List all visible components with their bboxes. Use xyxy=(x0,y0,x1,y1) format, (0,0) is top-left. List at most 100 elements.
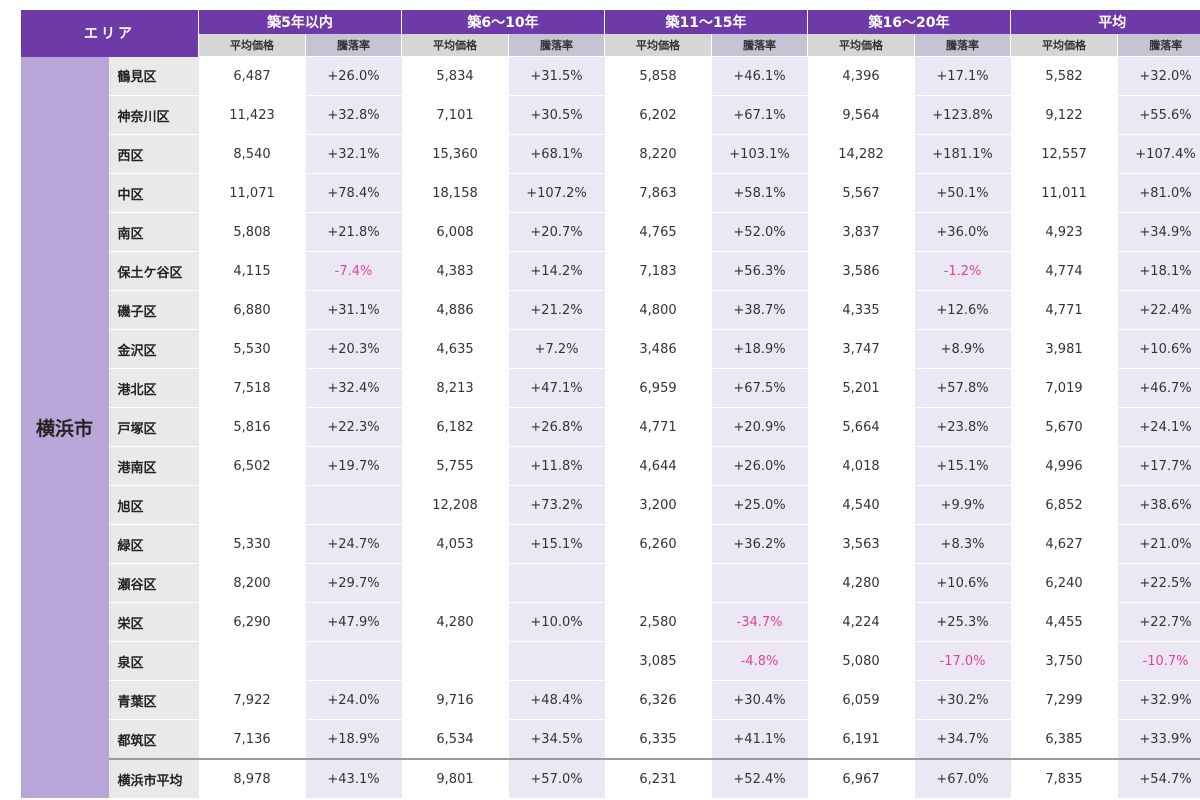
avg-price-cell: 4,627 xyxy=(1010,524,1118,564)
change-rate-cell: +57.0% xyxy=(508,758,605,799)
avg-price-cell xyxy=(401,641,509,681)
ward-name: 西区 xyxy=(108,134,199,174)
ward-name: 中区 xyxy=(108,173,199,213)
change-rate-cell: -4.8% xyxy=(711,641,808,681)
table-row: 旭区 12,208 +73.2% 3,200 +25.0% 4,540 +9.9% 6,852… xyxy=(21,485,1200,525)
change-rate-cell: +8.3% xyxy=(914,524,1011,564)
avg-price-cell: 6,008 xyxy=(401,212,509,252)
table-row: 港南区 6,502 +19.7% 5,755 +11.8% 4,644 +26.0% 4,01… xyxy=(21,446,1200,486)
avg-price-cell: 4,635 xyxy=(401,329,509,369)
avg-price-cell: 4,383 xyxy=(401,251,509,291)
change-rate-cell: +34.5% xyxy=(508,719,605,760)
change-rate-cell: +15.1% xyxy=(508,524,605,564)
change-rate-cell: +41.1% xyxy=(711,719,808,760)
change-rate-cell: +32.0% xyxy=(1117,56,1200,96)
avg-price-cell: 18,158 xyxy=(401,173,509,213)
table-row: 泉区 3,085 -4.8% 5,080 -17.0% 3,750 -10.7% xyxy=(21,641,1200,681)
table-body: 横浜市 鶴見区 6,487 +26.0% 5,834 +31.5% 5,858 +46.1% 4… xyxy=(20,56,1200,799)
change-rate-cell: +19.7% xyxy=(305,446,402,486)
avg-price-cell: 3,586 xyxy=(807,251,915,291)
ward-name: 鶴見区 xyxy=(108,56,199,96)
change-rate-cell: +30.2% xyxy=(914,680,1011,720)
change-rate-cell: +21.0% xyxy=(1117,524,1200,564)
group-header-6-10: 築6～10年 xyxy=(400,10,605,34)
avg-price-cell: 8,978 xyxy=(198,758,306,799)
avg-price-cell: 4,765 xyxy=(604,212,712,252)
ward-name: 金沢区 xyxy=(108,329,199,369)
avg-price-cell: 5,664 xyxy=(807,407,915,447)
change-rate-cell: +67.0% xyxy=(914,758,1011,799)
avg-price-cell: 6,852 xyxy=(1010,485,1118,525)
avg-price-cell: 5,816 xyxy=(198,407,306,447)
change-rate-cell: +11.8% xyxy=(508,446,605,486)
change-rate-cell: +20.9% xyxy=(711,407,808,447)
change-rate-cell: +56.3% xyxy=(711,251,808,291)
avg-price-cell: 5,530 xyxy=(198,329,306,369)
change-rate-cell: +32.8% xyxy=(305,95,402,135)
change-rate-cell: +20.7% xyxy=(508,212,605,252)
sub-header-rate: 騰落率 xyxy=(305,34,402,57)
change-rate-cell: +58.1% xyxy=(711,173,808,213)
change-rate-cell: +34.7% xyxy=(914,719,1011,760)
change-rate-cell: +48.4% xyxy=(508,680,605,720)
group-header-average: 平均 xyxy=(1010,10,1200,34)
avg-price-cell: 4,996 xyxy=(1010,446,1118,486)
change-rate-cell: +31.5% xyxy=(508,56,605,96)
avg-price-cell: 2,580 xyxy=(604,602,712,642)
change-rate-cell: +67.5% xyxy=(711,368,808,408)
avg-price-cell: 3,747 xyxy=(807,329,915,369)
avg-price-cell: 4,280 xyxy=(807,563,915,603)
ward-name: 戸塚区 xyxy=(108,407,199,447)
change-rate-cell: +20.3% xyxy=(305,329,402,369)
change-rate-cell: +26.0% xyxy=(305,56,402,96)
change-rate-cell: +18.1% xyxy=(1117,251,1200,291)
change-rate-cell: +50.1% xyxy=(914,173,1011,213)
change-rate-cell: +34.9% xyxy=(1117,212,1200,252)
avg-price-cell: 8,200 xyxy=(198,563,306,603)
change-rate-cell: +21.2% xyxy=(508,290,605,330)
price-table: エリア 築5年以内 築6～10年 築11～15年 築16～20年 平均 平均価格… xyxy=(20,10,1200,799)
avg-price-cell: 5,582 xyxy=(1010,56,1118,96)
avg-price-cell: 6,182 xyxy=(401,407,509,447)
avg-price-cell: 6,534 xyxy=(401,719,509,760)
avg-price-cell: 6,059 xyxy=(807,680,915,720)
avg-price-cell: 6,260 xyxy=(604,524,712,564)
change-rate-cell: +17.7% xyxy=(1117,446,1200,486)
change-rate-cell: +23.8% xyxy=(914,407,1011,447)
price-table-container: エリア 築5年以内 築6～10年 築11～15年 築16～20年 平均 平均価格… xyxy=(20,10,1200,799)
change-rate-cell: +22.5% xyxy=(1117,563,1200,603)
change-rate-cell: +7.2% xyxy=(508,329,605,369)
avg-price-cell: 5,201 xyxy=(807,368,915,408)
change-rate-cell: +46.1% xyxy=(711,56,808,96)
change-rate-cell xyxy=(305,641,402,681)
change-rate-cell: +107.2% xyxy=(508,173,605,213)
change-rate-cell xyxy=(305,485,402,525)
avg-price-cell: 6,502 xyxy=(198,446,306,486)
avg-price-cell: 6,967 xyxy=(807,758,915,799)
avg-price-cell: 4,455 xyxy=(1010,602,1118,642)
ward-name: 港北区 xyxy=(108,368,199,408)
header-row-sub: 平均価格 騰落率 平均価格 騰落率 平均価格 騰落率 平均価格 騰落率 平均価格… xyxy=(21,34,1200,57)
avg-price-cell: 11,071 xyxy=(198,173,306,213)
change-rate-cell: +78.4% xyxy=(305,173,402,213)
change-rate-cell: +47.9% xyxy=(305,602,402,642)
ward-name: 緑区 xyxy=(108,524,199,564)
sub-header-price: 平均価格 xyxy=(604,34,712,57)
ward-name: 旭区 xyxy=(108,485,199,525)
table-row: 青葉区 7,922 +24.0% 9,716 +48.4% 6,326 +30.4% 6,05… xyxy=(21,680,1200,720)
avg-price-cell: 4,886 xyxy=(401,290,509,330)
ward-name: 港南区 xyxy=(108,446,199,486)
header-row-groups: エリア 築5年以内 築6～10年 築11～15年 築16～20年 平均 xyxy=(20,10,1200,57)
change-rate-cell: +81.0% xyxy=(1117,173,1200,213)
sub-header-price: 平均価格 xyxy=(198,34,306,57)
change-rate-cell: +26.8% xyxy=(508,407,605,447)
avg-price-cell xyxy=(198,485,306,525)
avg-price-cell: 4,540 xyxy=(807,485,915,525)
avg-price-cell: 6,487 xyxy=(198,56,306,96)
change-rate-cell: +181.1% xyxy=(914,134,1011,174)
avg-price-cell: 3,200 xyxy=(604,485,712,525)
avg-price-cell: 4,774 xyxy=(1010,251,1118,291)
avg-price-cell: 7,101 xyxy=(401,95,509,135)
ward-name: 泉区 xyxy=(108,641,199,681)
change-rate-cell: +9.9% xyxy=(914,485,1011,525)
